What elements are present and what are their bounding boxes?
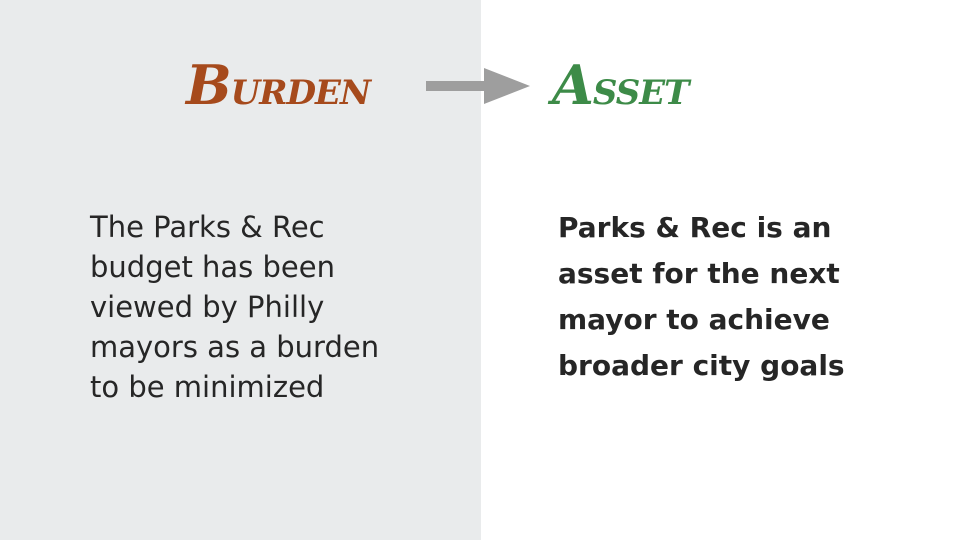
asset-description-line: asset for the next <box>558 257 840 290</box>
asset-description: Parks & Rec is an asset for the next may… <box>558 205 918 389</box>
right-panel <box>481 0 960 540</box>
burden-description: The Parks & Rec budget has been viewed b… <box>90 207 430 407</box>
burden-heading-rest: URDEN <box>230 60 371 116</box>
asset-heading: ASSET <box>552 50 690 123</box>
asset-heading-initial: A <box>552 53 594 117</box>
asset-heading-rest: SSET <box>592 60 690 116</box>
burden-description-line: The Parks & Rec <box>90 210 325 244</box>
asset-description-line: mayor to achieve <box>558 303 830 336</box>
burden-heading: BURDEN <box>186 50 371 123</box>
burden-description-line: mayors as a burden <box>90 330 380 364</box>
left-panel <box>0 0 481 540</box>
asset-description-line: broader city goals <box>558 349 845 382</box>
burden-description-line: viewed by Philly <box>90 290 325 324</box>
burden-heading-initial: B <box>186 53 232 117</box>
burden-description-line: to be minimized <box>90 370 325 404</box>
burden-description-line: budget has been <box>90 250 335 284</box>
asset-description-line: Parks & Rec is an <box>558 211 832 244</box>
right-arrow-icon <box>426 68 530 104</box>
